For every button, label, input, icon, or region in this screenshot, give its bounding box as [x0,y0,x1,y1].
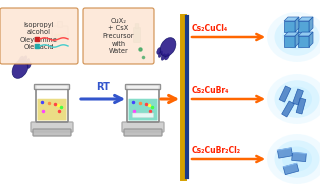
Text: Isopropyl
alcohol
Oleylamine
Oleicacid: Isopropyl alcohol Oleylamine Oleicacid [20,22,58,50]
Ellipse shape [157,48,161,54]
Polygon shape [284,21,295,32]
Polygon shape [284,36,295,47]
Ellipse shape [160,38,176,56]
Ellipse shape [275,18,319,56]
Ellipse shape [275,80,319,118]
Polygon shape [292,152,306,162]
Polygon shape [283,163,299,175]
Polygon shape [292,89,303,105]
Polygon shape [284,17,299,21]
Text: Cs₂CuBr₄: Cs₂CuBr₄ [192,86,229,95]
Ellipse shape [12,60,28,78]
Ellipse shape [161,54,165,60]
Polygon shape [282,101,294,117]
FancyBboxPatch shape [135,24,139,28]
Polygon shape [309,32,313,47]
Polygon shape [298,32,313,36]
Text: Cs₂CuCl₄: Cs₂CuCl₄ [192,24,228,33]
FancyBboxPatch shape [133,28,140,43]
Ellipse shape [26,59,30,65]
Ellipse shape [275,140,319,178]
FancyBboxPatch shape [52,26,68,42]
FancyBboxPatch shape [124,129,162,136]
FancyBboxPatch shape [0,8,78,64]
FancyBboxPatch shape [33,129,71,136]
Ellipse shape [267,12,320,62]
Ellipse shape [19,56,23,62]
Ellipse shape [282,146,312,171]
Polygon shape [279,86,291,102]
Ellipse shape [22,56,27,62]
Polygon shape [298,36,309,47]
FancyBboxPatch shape [83,8,154,64]
Polygon shape [277,148,292,158]
Polygon shape [309,17,313,32]
Ellipse shape [282,25,312,50]
Polygon shape [298,21,309,32]
FancyBboxPatch shape [122,122,164,132]
Polygon shape [284,32,299,36]
FancyBboxPatch shape [37,99,67,121]
FancyBboxPatch shape [54,34,66,40]
FancyBboxPatch shape [132,113,153,117]
Polygon shape [298,17,313,21]
Polygon shape [296,98,306,114]
FancyBboxPatch shape [31,122,73,132]
Ellipse shape [282,87,312,112]
Polygon shape [295,17,299,32]
Ellipse shape [158,51,163,57]
Ellipse shape [267,134,320,184]
FancyBboxPatch shape [125,84,161,90]
Text: CuX₂
+ CsX
Precursor
with
Water: CuX₂ + CsX Precursor with Water [103,18,134,54]
Ellipse shape [267,74,320,124]
Text: RT: RT [96,82,110,92]
Ellipse shape [27,62,31,68]
Text: Cs₂CuBr₂Cl₂: Cs₂CuBr₂Cl₂ [192,146,241,155]
Ellipse shape [165,54,169,60]
FancyBboxPatch shape [58,22,62,27]
Polygon shape [295,32,299,47]
FancyBboxPatch shape [129,99,157,121]
FancyBboxPatch shape [35,84,69,90]
